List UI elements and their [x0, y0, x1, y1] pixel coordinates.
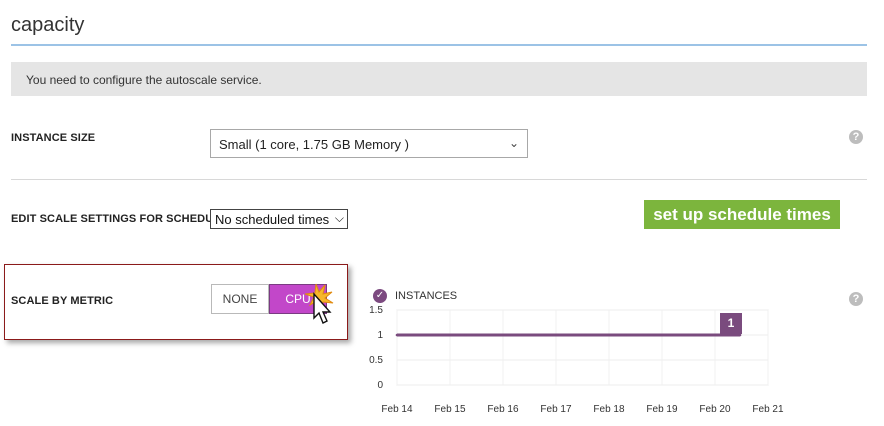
- series-point: [464, 333, 467, 337]
- series-point: [572, 333, 576, 337]
- series-point: [544, 333, 547, 337]
- y-tick-label: 0.5: [369, 355, 383, 366]
- series-point: [681, 333, 685, 337]
- series-point: [452, 333, 456, 337]
- series-point: [555, 333, 559, 337]
- schedule-value: No scheduled times: [215, 212, 330, 227]
- help-icon[interactable]: ?: [849, 292, 863, 306]
- series-point: [732, 333, 736, 337]
- y-tick-label: 1.5: [369, 305, 383, 316]
- series-point: [618, 333, 622, 337]
- series-point: [710, 333, 713, 337]
- series-point: [601, 333, 605, 337]
- checkmark-icon[interactable]: ✓: [373, 289, 387, 303]
- series-point: [624, 333, 627, 337]
- x-tick-label: Feb 18: [593, 404, 625, 415]
- series-point: [590, 333, 593, 337]
- series-point: [664, 333, 667, 337]
- series-point: [424, 333, 427, 337]
- x-tick-label: Feb 20: [699, 404, 731, 415]
- mouse-cursor-icon: [304, 283, 334, 324]
- series-point: [550, 333, 553, 337]
- series-point: [401, 333, 405, 337]
- series-point: [395, 333, 399, 337]
- series-point: [567, 333, 570, 337]
- instance-size-label: INSTANCE SIZE: [11, 132, 96, 144]
- y-tick-label: 0: [377, 380, 383, 391]
- x-tick-label: Feb 16: [487, 404, 519, 415]
- series-point: [458, 333, 462, 337]
- instances-chart: 1.5 1 0.5 0 Feb 14 Feb 15 Feb 16 Feb 17 Feb 18 Fe…: [369, 305, 784, 415]
- click-burst-icon: [304, 283, 334, 311]
- series-point: [670, 333, 673, 337]
- x-tick-label: Feb 17: [540, 404, 572, 415]
- series-point: [595, 333, 599, 337]
- section-divider: [11, 179, 867, 180]
- series-point: [652, 333, 656, 337]
- series-point: [481, 333, 485, 337]
- x-tick-label: Feb 14: [381, 404, 413, 415]
- series-point: [704, 333, 707, 337]
- series-point: [504, 333, 507, 337]
- series-point: [727, 333, 730, 337]
- series-point: [498, 333, 502, 337]
- series-point: [641, 333, 645, 337]
- series-point: [561, 333, 565, 337]
- series-point: [430, 333, 433, 337]
- series-point: [584, 333, 587, 337]
- series-point: [698, 333, 702, 337]
- series-point: [441, 333, 445, 337]
- instance-size-select[interactable]: Small (1 core, 1.75 GB Memory ) ⌄: [210, 129, 528, 158]
- series-point: [721, 333, 725, 337]
- page-title: capacity: [11, 14, 85, 36]
- schedule-select[interactable]: No scheduled times ⌵: [210, 209, 348, 229]
- series-point: [630, 333, 633, 337]
- help-icon[interactable]: ?: [849, 130, 863, 144]
- series-point: [532, 333, 536, 337]
- series-point: [612, 333, 616, 337]
- series-point: [527, 333, 530, 337]
- series-point: [687, 333, 690, 337]
- series-point: [418, 333, 422, 337]
- plot-frame: [396, 309, 769, 386]
- series-point: [675, 333, 679, 337]
- chart-legend: INSTANCES: [395, 290, 458, 302]
- series-point: [435, 333, 439, 337]
- series-point: [578, 333, 582, 337]
- series-point: [487, 333, 490, 337]
- series-point: [635, 333, 639, 337]
- chevron-down-icon: ⌵: [334, 211, 344, 225]
- schedule-label: EDIT SCALE SETTINGS FOR SCHEDULE: [11, 213, 228, 225]
- chevron-down-icon: ⌄: [508, 136, 519, 150]
- series-point: [412, 333, 416, 337]
- series-point: [510, 333, 513, 337]
- series-point: [515, 333, 519, 337]
- current-value-flag: 1: [720, 313, 742, 334]
- series-point: [470, 333, 473, 337]
- series-point: [407, 333, 410, 337]
- series-point: [647, 333, 650, 337]
- instance-size-value: Small (1 core, 1.75 GB Memory ): [219, 137, 409, 152]
- series-point: [738, 333, 742, 337]
- series-point: [475, 333, 479, 337]
- scale-metric-label: SCALE BY METRIC: [11, 295, 114, 307]
- x-tick-label: Feb 21: [752, 404, 784, 415]
- y-tick-label: 1: [377, 330, 383, 341]
- series-point: [492, 333, 496, 337]
- title-underline: [11, 44, 867, 46]
- series-point: [521, 333, 525, 337]
- setup-schedule-button[interactable]: set up schedule times: [644, 200, 840, 229]
- series-point: [607, 333, 610, 337]
- notice-text: You need to configure the autoscale serv…: [26, 73, 262, 87]
- x-tick-label: Feb 15: [434, 404, 466, 415]
- series-point: [658, 333, 662, 337]
- metric-option-none[interactable]: NONE: [211, 284, 269, 314]
- series-point: [538, 333, 542, 337]
- series-point: [692, 333, 696, 337]
- series-point: [715, 333, 719, 337]
- autoscale-notice: You need to configure the autoscale serv…: [11, 62, 867, 96]
- x-tick-label: Feb 19: [646, 404, 678, 415]
- series-point: [447, 333, 450, 337]
